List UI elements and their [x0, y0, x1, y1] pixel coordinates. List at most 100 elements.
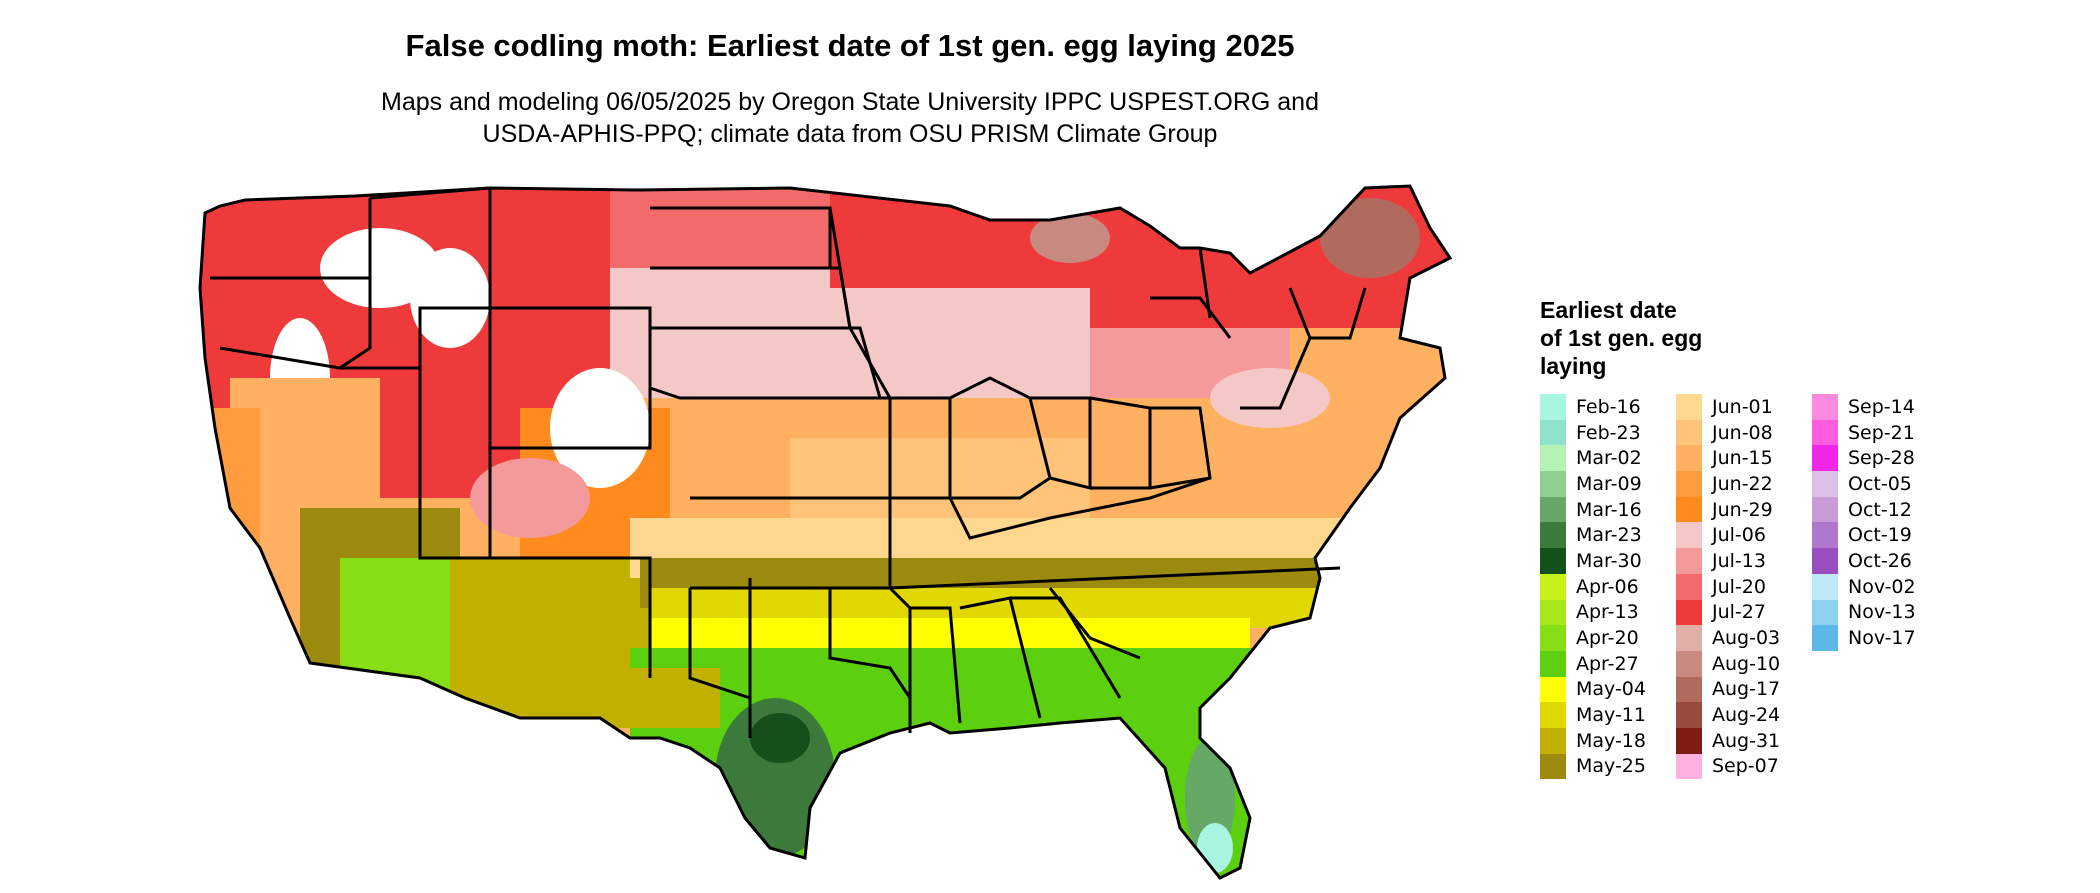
legend-label: Jul-27 — [1712, 601, 1766, 624]
legend-title: Earliest date of 1st gen. egg laying — [1540, 296, 1770, 380]
legend-swatch — [1540, 702, 1566, 728]
legend-label: Jul-20 — [1712, 575, 1766, 598]
legend-swatch — [1676, 419, 1702, 446]
legend-label: Jun-22 — [1712, 472, 1773, 495]
legend-item: Apr-13 — [1540, 599, 1666, 626]
legend-item: Mar-16 — [1540, 496, 1666, 523]
legend-label: Sep-21 — [1848, 421, 1915, 444]
legend-item: Apr-20 — [1540, 625, 1666, 651]
legend-swatch — [1540, 753, 1566, 780]
legend-swatch — [1540, 445, 1566, 472]
legend-label: Apr-20 — [1576, 627, 1639, 650]
legend-swatch — [1540, 496, 1566, 523]
legend-swatch — [1540, 676, 1566, 703]
legend-swatch — [1676, 676, 1702, 703]
legend-label: May-18 — [1576, 729, 1646, 752]
legend-item: May-11 — [1540, 702, 1666, 728]
map-title: False codling moth: Earliest date of 1st… — [405, 28, 1295, 63]
legend-column: Sep-14 Sep-21 Sep-28 Oct-05 Oct-12 Oct-19 Oct-… — [1812, 394, 1938, 779]
legend-swatch — [1812, 471, 1838, 497]
legend-swatch — [1540, 548, 1566, 574]
legend-label: Nov-02 — [1848, 575, 1916, 598]
legend-swatch — [1812, 419, 1838, 446]
legend-swatch — [1812, 573, 1838, 600]
legend-swatch — [1812, 496, 1838, 523]
legend-swatch — [1812, 599, 1838, 626]
legend-title-line-2: of 1st gen. egg — [1540, 325, 1703, 351]
legend-label: Aug-10 — [1712, 652, 1781, 675]
legend-item: Nov-17 — [1812, 625, 1938, 651]
legend-item: Apr-27 — [1540, 650, 1666, 677]
legend-item: Sep-14 — [1812, 394, 1938, 420]
legend-item: Jun-22 — [1676, 471, 1802, 497]
legend-item: Oct-05 — [1812, 471, 1938, 497]
legend-item: May-04 — [1540, 676, 1666, 703]
legend-swatch — [1812, 548, 1838, 574]
legend-label: Sep-07 — [1712, 755, 1779, 778]
legend-item: Aug-17 — [1676, 676, 1802, 703]
legend-swatch — [1676, 702, 1702, 728]
legend-columns: Feb-16 Feb-23 Mar-02 Mar-09 Mar-16 Mar-23 Mar-… — [1540, 394, 1948, 780]
legend-label: Mar-02 — [1576, 447, 1642, 470]
legend-label: Apr-13 — [1576, 601, 1639, 624]
legend-label: Nov-13 — [1848, 601, 1916, 624]
legend-label: Mar-09 — [1576, 472, 1642, 495]
legend-item: Aug-24 — [1676, 702, 1802, 728]
subtitle-line-1: Maps and modeling 06/05/2025 by Oregon S… — [381, 88, 1319, 116]
legend-swatch — [1540, 394, 1566, 420]
legend-swatch — [1676, 445, 1702, 472]
legend-swatch — [1540, 471, 1566, 497]
legend-item: Nov-02 — [1812, 573, 1938, 600]
legend-swatch — [1676, 727, 1702, 754]
legend-label: Oct-26 — [1848, 549, 1912, 572]
legend-label: Sep-28 — [1848, 447, 1915, 470]
legend-item: May-18 — [1540, 727, 1666, 754]
legend-label: Jun-01 — [1712, 395, 1773, 418]
legend-label: Aug-31 — [1712, 729, 1781, 752]
legend-label: Jun-08 — [1712, 421, 1773, 444]
legend-item: Oct-26 — [1812, 548, 1938, 574]
legend-swatch — [1676, 625, 1702, 651]
legend-item: Mar-30 — [1540, 548, 1666, 574]
legend-swatch — [1540, 727, 1566, 754]
legend-label: Nov-17 — [1848, 627, 1916, 650]
legend-label: Feb-16 — [1576, 395, 1641, 418]
legend-item: Jul-27 — [1676, 599, 1802, 626]
legend-item: Aug-03 — [1676, 625, 1802, 651]
legend-item: Sep-28 — [1812, 445, 1938, 472]
legend-item: Mar-09 — [1540, 471, 1666, 497]
legend-swatch — [1812, 394, 1838, 420]
legend-swatch — [1676, 522, 1702, 549]
legend-item: Jun-08 — [1676, 419, 1802, 446]
legend-label: May-04 — [1576, 678, 1646, 701]
legend-swatch — [1812, 522, 1838, 549]
legend-swatch — [1812, 625, 1838, 651]
legend-label: Jun-29 — [1712, 498, 1773, 521]
legend-swatch — [1676, 394, 1702, 420]
legend-item: Sep-21 — [1812, 419, 1938, 446]
legend-item: May-25 — [1540, 753, 1666, 780]
legend-item: Jul-06 — [1676, 522, 1802, 549]
legend-swatch — [1540, 419, 1566, 446]
legend-item: Oct-12 — [1812, 496, 1938, 523]
legend-label: Sep-14 — [1848, 395, 1915, 418]
legend-item: Feb-16 — [1540, 394, 1666, 420]
map-fill — [200, 186, 1450, 878]
legend-label: May-11 — [1576, 704, 1646, 727]
legend-swatch — [1676, 599, 1702, 626]
legend-column: Jun-01 Jun-08 Jun-15 Jun-22 Jun-29 Jul-06 Jul-… — [1676, 394, 1802, 780]
legend-label: Aug-24 — [1712, 704, 1781, 727]
legend-label: Apr-06 — [1576, 575, 1639, 598]
legend-label: Mar-30 — [1576, 549, 1642, 572]
legend-swatch — [1540, 599, 1566, 626]
state-borders — [198, 184, 1453, 880]
us-map-graphic — [198, 184, 1453, 880]
legend-label: Mar-16 — [1576, 498, 1642, 521]
legend-column: Feb-16 Feb-23 Mar-02 Mar-09 Mar-16 Mar-23 Mar-… — [1540, 394, 1666, 780]
legend-item: Mar-02 — [1540, 445, 1666, 472]
legend-label: Mar-23 — [1576, 524, 1642, 547]
legend-item: Oct-19 — [1812, 522, 1938, 549]
legend-swatch — [1676, 573, 1702, 600]
legend-swatch — [1540, 625, 1566, 651]
legend-item: Jun-01 — [1676, 394, 1802, 420]
